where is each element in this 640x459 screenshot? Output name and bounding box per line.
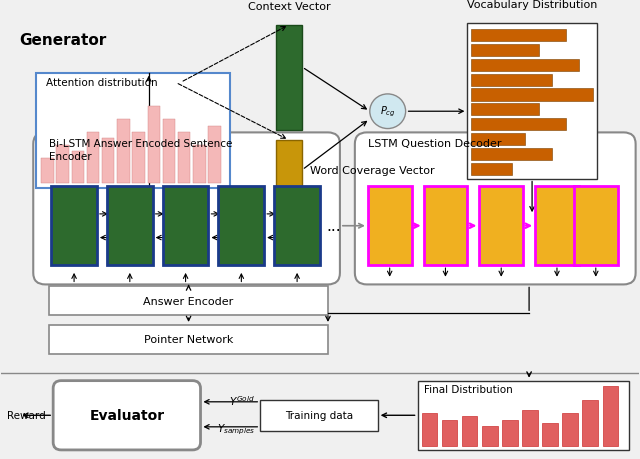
Bar [471, 148, 552, 161]
Bar [193, 146, 205, 184]
Bar [147, 107, 160, 184]
Circle shape [370, 95, 406, 129]
Bar [422, 413, 437, 446]
Text: Bi-LSTM Answer Encoded Sentence
Encoder: Bi-LSTM Answer Encoded Sentence Encoder [49, 139, 232, 162]
Text: ...: ... [326, 219, 340, 234]
Bar [132, 133, 145, 184]
Bar [41, 158, 54, 184]
Bar [471, 45, 539, 57]
Text: $P_{cg}$: $P_{cg}$ [380, 105, 396, 119]
Bar [471, 119, 566, 131]
Bar [72, 152, 84, 184]
Bar [51, 187, 97, 266]
Bar [276, 141, 302, 200]
Bar [603, 386, 618, 446]
Bar [471, 74, 552, 87]
Text: Reward: Reward [8, 410, 46, 420]
Bar [482, 426, 497, 446]
Bar [49, 287, 328, 315]
Bar [471, 134, 525, 146]
Text: Word Coverage Vector: Word Coverage Vector [310, 166, 435, 175]
Text: Pointer Network: Pointer Network [144, 335, 233, 345]
Bar [471, 60, 579, 72]
Bar [471, 30, 566, 42]
Bar [522, 410, 538, 446]
Bar [163, 187, 209, 266]
Bar [276, 26, 302, 131]
Bar [102, 139, 115, 184]
Text: $Y_{samples}$: $Y_{samples}$ [217, 422, 255, 436]
FancyBboxPatch shape [53, 381, 200, 450]
Text: Answer Encoder: Answer Encoder [143, 296, 234, 306]
Bar [163, 120, 175, 184]
Bar [471, 104, 539, 116]
Text: Training data: Training data [285, 410, 353, 420]
Bar [462, 416, 477, 446]
Text: Final Distribution: Final Distribution [424, 385, 512, 395]
Bar [107, 187, 153, 266]
Bar [56, 146, 69, 184]
Text: $Y^{Gold}$: $Y^{Gold}$ [230, 393, 255, 407]
Bar [424, 187, 467, 266]
Bar [1, 373, 639, 458]
Bar [582, 400, 598, 446]
Text: Generator: Generator [19, 33, 107, 48]
Bar [467, 24, 596, 179]
Text: Context Vector: Context Vector [248, 2, 330, 12]
Bar [479, 187, 523, 266]
Bar [471, 90, 593, 101]
Bar [368, 187, 412, 266]
Bar [87, 133, 99, 184]
Text: Vocabulary Distribution: Vocabulary Distribution [467, 0, 597, 10]
Bar [178, 133, 190, 184]
Bar [36, 73, 230, 189]
FancyBboxPatch shape [10, 26, 630, 371]
Bar [218, 187, 264, 266]
FancyBboxPatch shape [355, 133, 636, 285]
Bar [502, 420, 518, 446]
Bar [417, 381, 628, 450]
Bar [542, 423, 558, 446]
Bar [274, 187, 320, 266]
Bar [563, 413, 578, 446]
Bar [208, 126, 221, 184]
Bar [117, 120, 129, 184]
FancyBboxPatch shape [33, 133, 340, 285]
Bar [471, 163, 512, 175]
Text: Attention distribution: Attention distribution [46, 78, 158, 87]
Bar [574, 187, 618, 266]
Text: Evaluator: Evaluator [89, 409, 164, 422]
Text: LSTM Question Decoder: LSTM Question Decoder [368, 139, 501, 149]
Bar [442, 420, 458, 446]
Bar [535, 187, 579, 266]
Bar [49, 325, 328, 354]
Bar [260, 400, 378, 431]
